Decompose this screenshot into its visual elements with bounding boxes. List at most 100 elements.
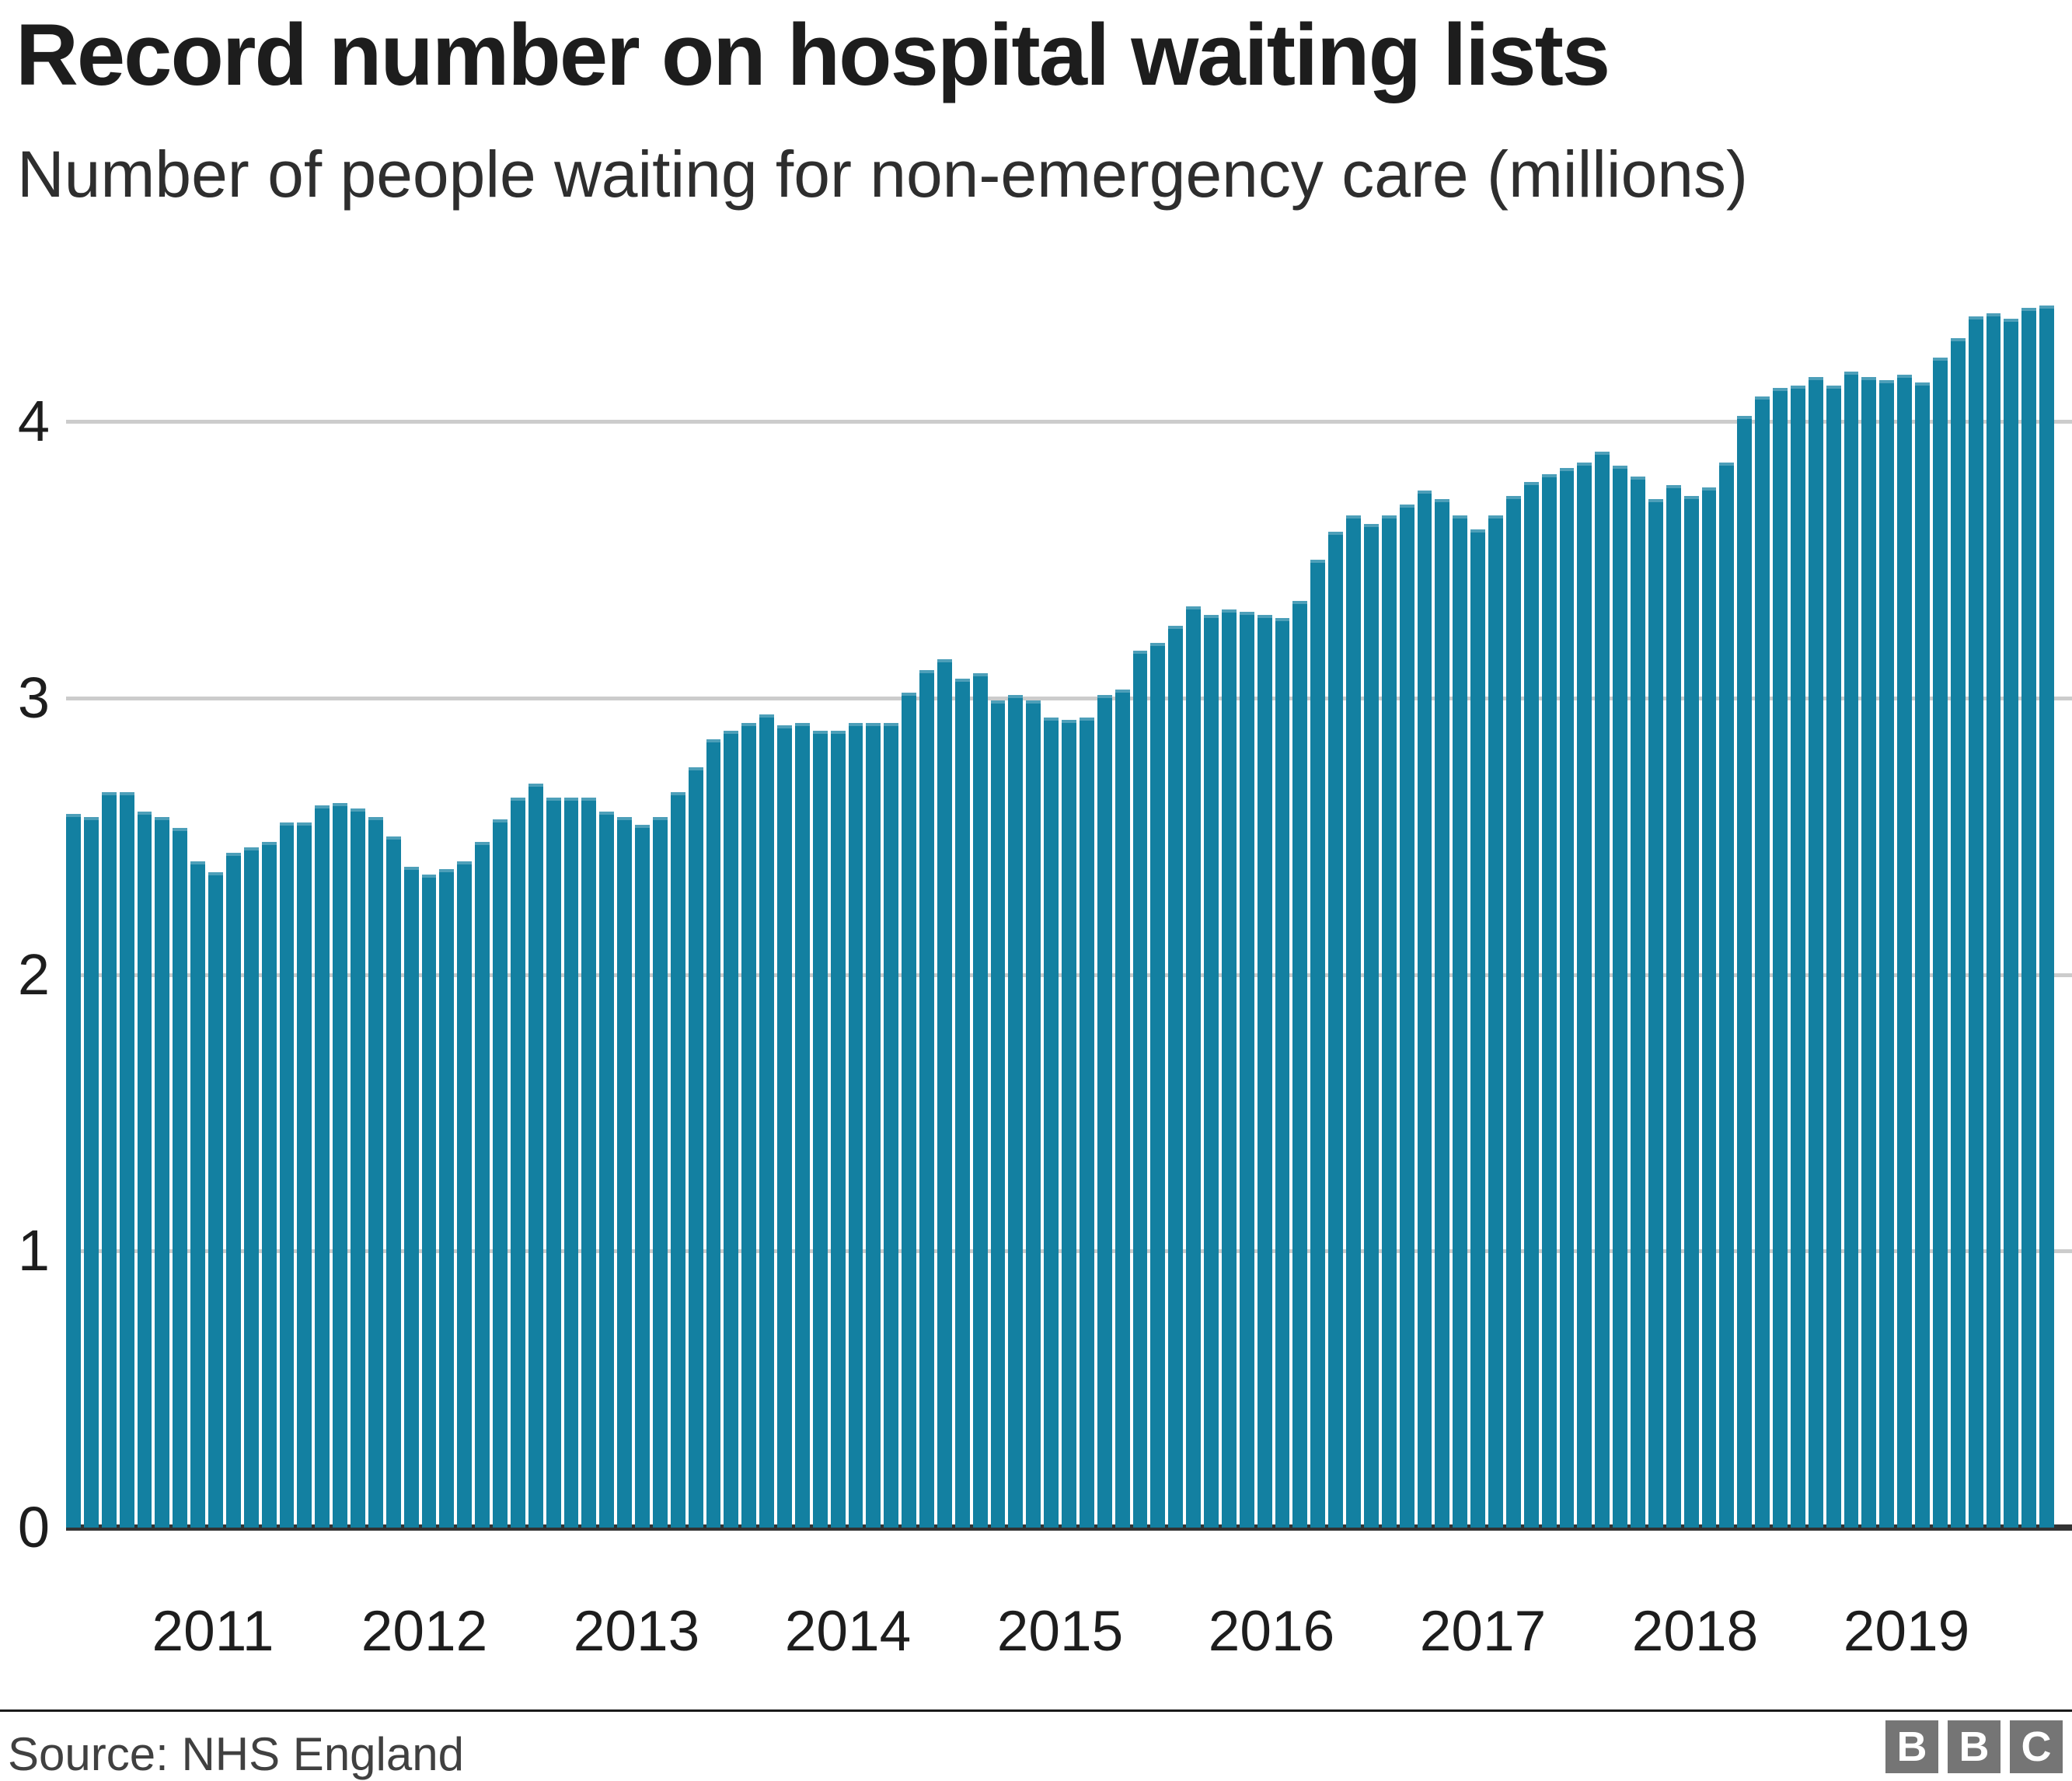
bar — [1470, 529, 1485, 1528]
bar — [1488, 515, 1503, 1528]
bar — [2004, 319, 2019, 1528]
bar — [1328, 532, 1343, 1528]
bar — [1737, 416, 1753, 1528]
bar — [1648, 499, 1663, 1528]
bar — [493, 819, 508, 1528]
page-title: Record number on hospital waiting lists — [16, 6, 1610, 103]
bar — [1701, 487, 1717, 1528]
bar — [1932, 358, 1948, 1528]
bar — [1808, 377, 1823, 1528]
bar — [1453, 515, 1468, 1528]
chart-subtitle: Number of people waiting for non-emergen… — [17, 138, 1748, 211]
bar — [475, 842, 490, 1528]
bar — [1310, 560, 1326, 1528]
bar — [1755, 396, 1770, 1528]
bar — [1008, 695, 1024, 1528]
bar — [902, 693, 916, 1528]
bar — [403, 867, 419, 1528]
bar — [670, 792, 685, 1528]
bar — [1683, 496, 1699, 1528]
bbc-logo-letter: B — [1948, 1720, 2000, 1773]
bar — [1986, 313, 2001, 1528]
bar — [457, 861, 473, 1528]
bar — [1292, 601, 1308, 1528]
x-axis-tick-label: 2013 — [573, 1600, 700, 1663]
bar — [1168, 626, 1184, 1528]
y-axis-tick-label: 2 — [17, 942, 50, 1007]
bar — [617, 817, 632, 1528]
bar — [1879, 380, 1895, 1528]
bar — [1968, 316, 1983, 1528]
bbc-logo: B B C — [1885, 1720, 2063, 1773]
bar — [1505, 496, 1521, 1528]
bar — [1132, 651, 1148, 1528]
bbc-logo-letter: B — [1885, 1720, 1938, 1773]
bar — [1062, 720, 1076, 1528]
bar — [1346, 515, 1361, 1528]
bar — [1613, 466, 1627, 1528]
bar — [1435, 499, 1450, 1528]
bar — [937, 659, 952, 1528]
bar — [919, 670, 934, 1528]
bar — [1559, 468, 1575, 1528]
bar — [1861, 377, 1877, 1528]
bar — [706, 739, 721, 1528]
bar — [225, 853, 241, 1528]
bar — [1844, 372, 1859, 1528]
bar — [1950, 338, 1966, 1528]
bar — [1186, 606, 1201, 1528]
bar — [1719, 463, 1735, 1528]
x-axis-tick-label: 2016 — [1208, 1600, 1335, 1663]
bar — [1204, 615, 1219, 1528]
x-axis-tick-label: 2011 — [152, 1600, 274, 1663]
x-axis-tick-label: 2012 — [361, 1600, 488, 1663]
bar — [101, 792, 117, 1528]
bar — [848, 723, 863, 1528]
x-axis-tick-label: 2019 — [1843, 1600, 1970, 1663]
bar — [1417, 491, 1432, 1528]
bar-chart — [66, 257, 2054, 1528]
bar — [297, 822, 312, 1528]
footer-divider — [0, 1709, 2072, 1712]
bar — [1541, 474, 1557, 1528]
bar — [635, 825, 650, 1528]
source-text: Source: NHS England — [8, 1728, 464, 1780]
bar — [794, 723, 810, 1528]
bar — [1631, 477, 1645, 1528]
bar — [1026, 700, 1041, 1528]
bar — [866, 723, 881, 1528]
x-axis-tick-label: 2018 — [1631, 1600, 1759, 1663]
bar — [1577, 463, 1592, 1528]
bar — [1239, 612, 1254, 1528]
bar — [1915, 382, 1930, 1528]
bar — [421, 875, 437, 1528]
bar — [351, 808, 365, 1528]
bar — [173, 828, 188, 1528]
bbc-logo-letter: C — [2010, 1720, 2063, 1773]
bar — [2021, 308, 2037, 1528]
bar — [954, 679, 970, 1528]
bar — [759, 714, 774, 1528]
bar — [119, 792, 134, 1528]
bar — [1897, 375, 1912, 1528]
bar — [315, 805, 330, 1528]
bar — [1666, 485, 1681, 1528]
bar — [830, 731, 846, 1528]
bar — [243, 847, 259, 1528]
bar — [1079, 718, 1094, 1528]
bar — [2039, 306, 2054, 1528]
bar — [155, 817, 170, 1528]
bar — [1381, 515, 1397, 1528]
bar — [1097, 695, 1112, 1528]
bar — [1114, 690, 1130, 1528]
bar — [1257, 615, 1272, 1528]
bar — [990, 700, 1006, 1528]
bar — [66, 814, 81, 1528]
bar — [1595, 452, 1610, 1528]
x-axis-tick-label: 2015 — [996, 1600, 1124, 1663]
y-axis-tick-label: 3 — [17, 665, 50, 730]
bar — [1275, 618, 1290, 1528]
bar — [208, 872, 223, 1528]
bar — [724, 731, 739, 1528]
